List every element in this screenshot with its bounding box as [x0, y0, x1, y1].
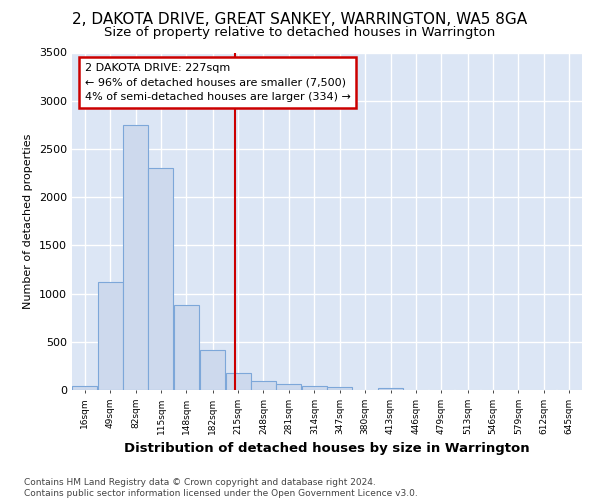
Bar: [327, 387, 352, 390]
Bar: [72, 386, 97, 390]
Bar: [148, 168, 173, 390]
Bar: [226, 373, 251, 390]
Bar: [378, 388, 403, 390]
Text: 2 DAKOTA DRIVE: 227sqm
← 96% of detached houses are smaller (7,500)
4% of semi-d: 2 DAKOTA DRIVE: 227sqm ← 96% of detached…: [85, 62, 350, 102]
Bar: [123, 125, 148, 390]
Text: 2, DAKOTA DRIVE, GREAT SANKEY, WARRINGTON, WA5 8GA: 2, DAKOTA DRIVE, GREAT SANKEY, WARRINGTO…: [73, 12, 527, 28]
X-axis label: Distribution of detached houses by size in Warrington: Distribution of detached houses by size …: [124, 442, 530, 456]
Bar: [251, 381, 276, 390]
Text: Contains HM Land Registry data © Crown copyright and database right 2024.
Contai: Contains HM Land Registry data © Crown c…: [24, 478, 418, 498]
Y-axis label: Number of detached properties: Number of detached properties: [23, 134, 34, 309]
Text: Size of property relative to detached houses in Warrington: Size of property relative to detached ho…: [104, 26, 496, 39]
Bar: [200, 350, 225, 390]
Bar: [174, 305, 199, 390]
Bar: [277, 384, 301, 390]
Bar: [302, 386, 327, 390]
Bar: [98, 282, 122, 390]
